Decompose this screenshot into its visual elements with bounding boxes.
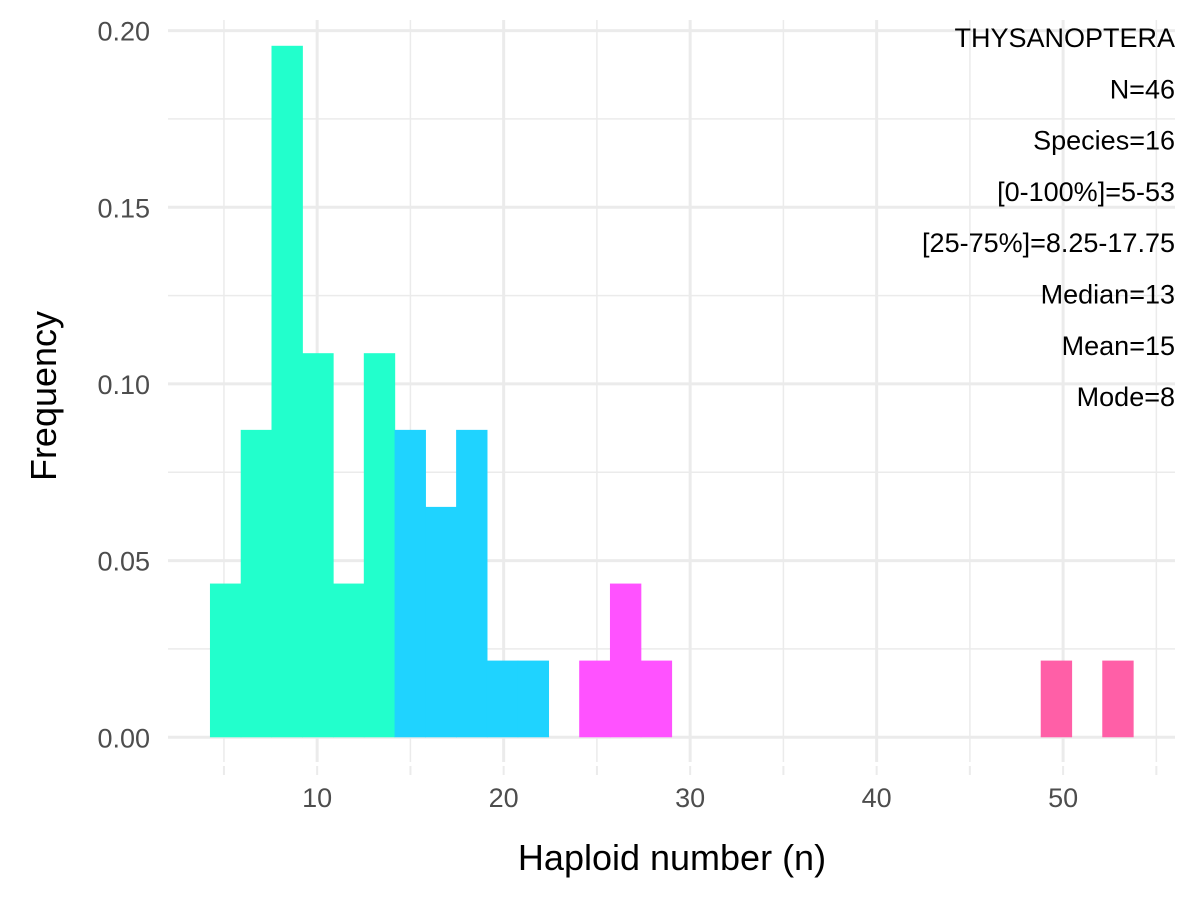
histogram-bar — [456, 429, 488, 738]
histogram-bar — [579, 660, 611, 738]
x-tick-label: 10 — [302, 783, 332, 813]
x-tick-label: 20 — [489, 783, 519, 813]
summary-annotation-line: Mean=15 — [1062, 331, 1175, 361]
summary-annotation-line: THYSANOPTERA — [954, 23, 1175, 53]
summary-annotation-line: Median=13 — [1041, 280, 1175, 310]
histogram-bar — [609, 583, 642, 738]
histogram-bar — [486, 660, 519, 738]
histogram-bar — [1102, 660, 1134, 738]
histogram-bar — [394, 429, 426, 738]
y-tick-label: 0.00 — [97, 723, 150, 753]
summary-annotation-line: Mode=8 — [1077, 382, 1175, 412]
axis-ticks — [222, 766, 1158, 775]
y-tick-label: 0.10 — [97, 370, 150, 400]
y-axis-title: Frequency — [23, 311, 64, 481]
x-tick-label: 30 — [675, 783, 705, 813]
histogram-bar — [517, 660, 550, 738]
histogram-bar — [425, 506, 457, 738]
y-tick-label: 0.05 — [97, 547, 150, 577]
histogram-bar — [271, 45, 303, 738]
x-tick-label: 40 — [862, 783, 892, 813]
summary-annotation-line: Species=16 — [1033, 126, 1175, 156]
grid-lines — [168, 20, 1175, 762]
y-tick-label: 0.15 — [97, 193, 150, 223]
summary-annotation-line: [0-100%]=5-53 — [997, 177, 1175, 207]
histogram-bar — [240, 429, 273, 738]
histogram-bar — [302, 353, 334, 738]
histogram-bar — [209, 583, 242, 738]
histogram-bar — [1040, 660, 1073, 738]
summary-annotation-line: [25-75%]=8.25-17.75 — [922, 228, 1175, 258]
x-axis-tick-labels: 10 20 30 40 50 — [302, 783, 1078, 813]
x-axis-title: Haploid number (n) — [518, 837, 826, 878]
summary-annotation-line: N=46 — [1110, 74, 1175, 104]
histogram-bars — [209, 45, 1134, 738]
histogram-bar — [333, 583, 365, 738]
histogram-bar — [363, 353, 396, 738]
y-tick-label: 0.20 — [97, 17, 150, 47]
y-axis-tick-labels: 0.00 0.05 0.10 0.15 0.20 — [97, 17, 150, 754]
x-tick-label: 50 — [1048, 783, 1078, 813]
summary-annotations: THYSANOPTERA N=46 Species=16 [0-100%]=5-53 [… — [922, 23, 1175, 412]
histogram-bar — [640, 660, 673, 738]
